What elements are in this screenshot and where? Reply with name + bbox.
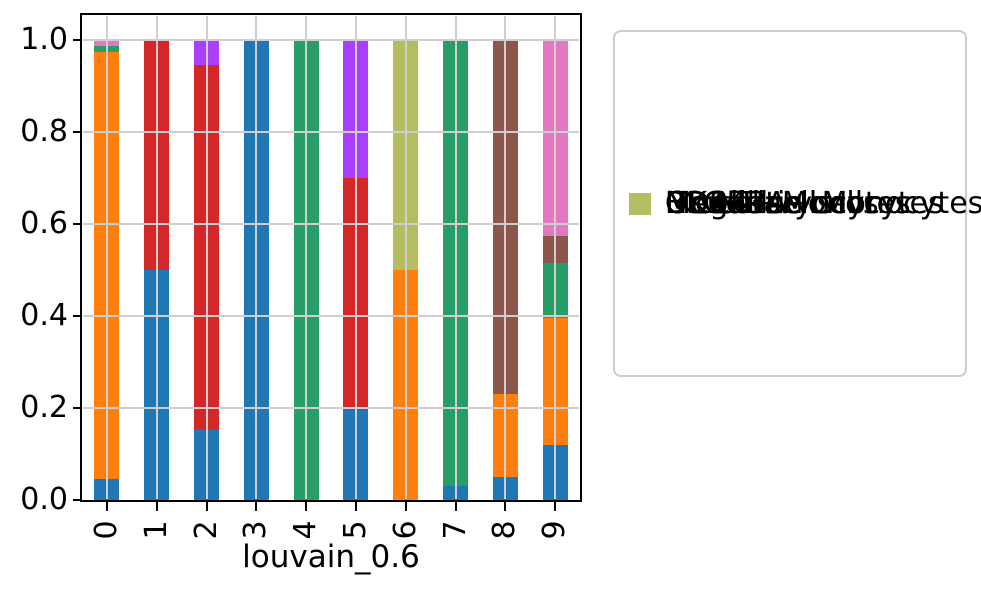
x-tick-label: 5	[337, 520, 373, 540]
grid-line-vertical	[305, 16, 308, 499]
legend-label: Dendritic cells	[665, 185, 879, 221]
y-tick-label: 0.6	[20, 206, 68, 241]
y-tick	[73, 39, 82, 41]
y-tick	[73, 315, 82, 317]
x-tick-label: 2	[188, 520, 224, 540]
legend-label: FCGR3A+ Monocytes	[665, 185, 981, 221]
grid-line-vertical	[554, 16, 557, 499]
grid-line-vertical	[504, 16, 507, 499]
x-tick	[105, 502, 108, 511]
grid-line-vertical	[105, 16, 108, 499]
legend-label: CD14+ Monocytes	[665, 185, 944, 221]
legend-label: NK cells	[665, 185, 784, 221]
x-tick-label: 3	[238, 520, 274, 540]
grid-line-horizontal	[83, 131, 579, 133]
x-tick-label: 9	[537, 520, 573, 540]
grid-line-horizontal	[83, 39, 579, 41]
y-tick-label: 1.0	[20, 22, 68, 57]
legend-item: Megakaryocytes	[629, 185, 911, 221]
x-axis-title: louvain_0.6	[242, 539, 420, 575]
legend: CD4 T cells CD14+ Monocytes B cells CD8 T c…	[613, 30, 981, 377]
y-tick-label: 0.2	[20, 390, 68, 425]
legend-label: B cells	[665, 185, 763, 221]
y-tick-label: 0.8	[20, 114, 68, 149]
x-tick	[255, 502, 258, 511]
legend-item: Dendritic cells	[629, 185, 879, 221]
grid-line-vertical	[155, 16, 158, 499]
x-tick	[305, 502, 308, 511]
x-tick-label: 8	[487, 520, 523, 540]
x-tick-label: 1	[138, 520, 174, 540]
legend-swatch	[629, 192, 651, 215]
x-tick	[554, 502, 557, 511]
grid-line-horizontal	[83, 407, 579, 409]
legend-label: CD4 T cells	[665, 185, 833, 221]
x-tick-label: 4	[288, 520, 324, 540]
grid-line-vertical	[454, 16, 457, 499]
x-tick	[504, 502, 507, 511]
grid-line-horizontal	[83, 315, 579, 317]
legend-label: CD8 T cells	[665, 185, 833, 221]
legend-item: CD4 T cells	[629, 185, 833, 221]
x-tick-label: 6	[387, 520, 423, 540]
x-tick-label: 7	[437, 520, 473, 540]
x-tick	[404, 502, 407, 511]
grid-line-vertical	[255, 16, 258, 499]
grid-line-horizontal	[83, 223, 579, 225]
grid-line-vertical	[354, 16, 357, 499]
y-tick	[73, 407, 82, 409]
grid-line-vertical	[205, 16, 208, 499]
x-tick	[205, 502, 208, 511]
y-tick-label: 0.0	[20, 482, 68, 517]
x-tick-label: 0	[88, 520, 124, 540]
y-tick	[73, 131, 82, 133]
x-tick	[454, 502, 457, 511]
y-tick	[73, 223, 82, 225]
y-tick	[73, 499, 82, 501]
y-tick-label: 0.4	[20, 298, 68, 333]
legend-label: Megakaryocytes	[665, 185, 911, 221]
grid-line-vertical	[404, 16, 407, 499]
x-tick	[354, 502, 357, 511]
x-tick	[155, 502, 158, 511]
